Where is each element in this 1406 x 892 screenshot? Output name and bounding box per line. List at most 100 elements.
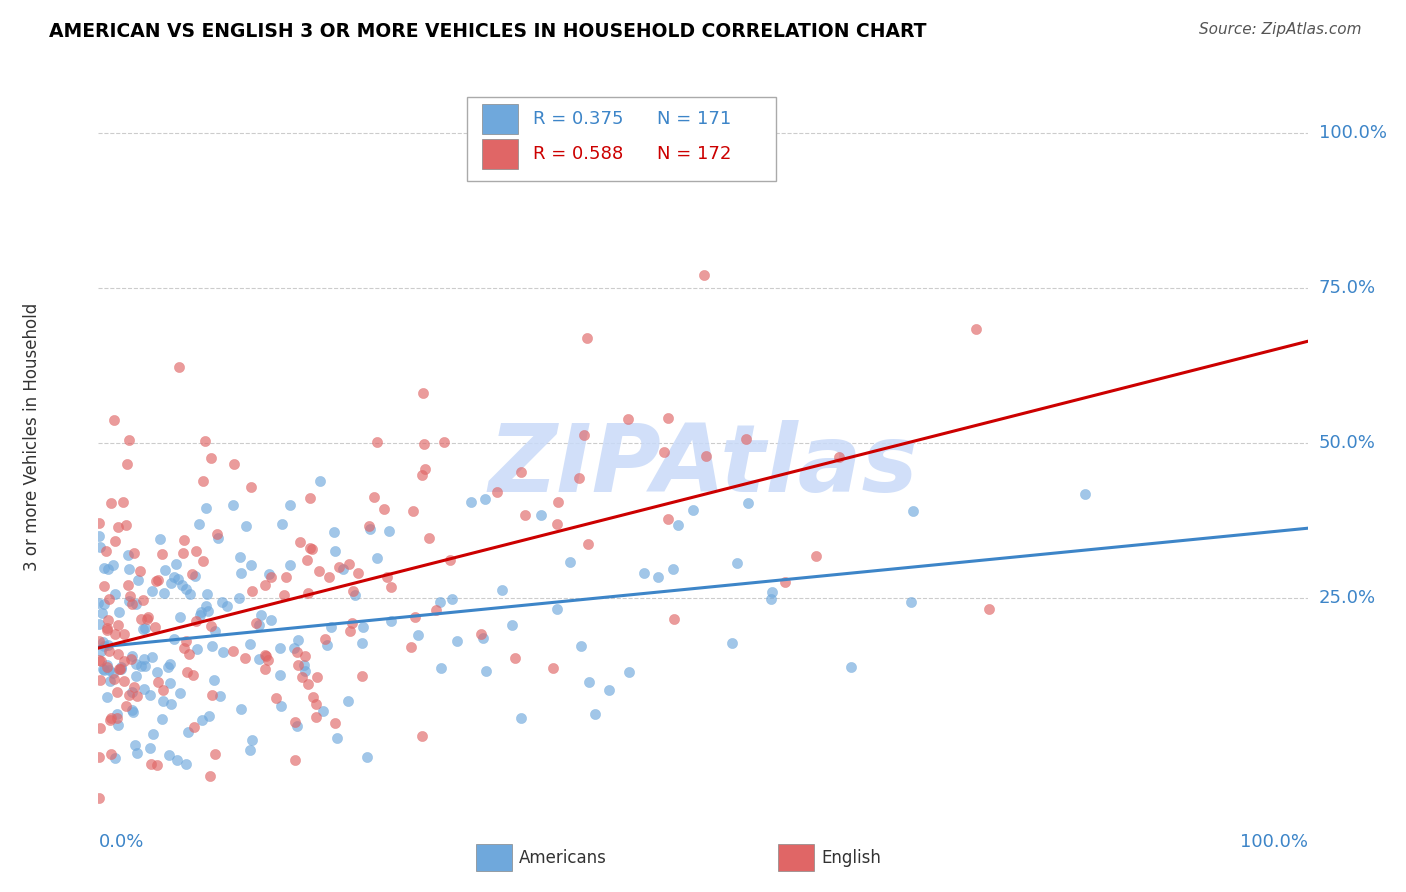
Point [100, 711, 122, 725]
Point [107, 618, 129, 632]
Point [228, 550, 250, 565]
Point [114, 699, 136, 714]
Point [217, 599, 239, 613]
Point [100, 496, 122, 510]
Point [721, 636, 744, 650]
Point [174, 582, 197, 596]
Point [501, 617, 523, 632]
Point [97, 613, 120, 627]
Point [107, 648, 129, 662]
Point [201, 688, 224, 702]
Point [399, 640, 422, 654]
Point [150, 712, 173, 726]
Point [274, 570, 297, 584]
Point [287, 657, 309, 672]
Point [134, 652, 156, 666]
Point [200, 619, 222, 633]
Bar [475, 845, 512, 871]
Point [231, 566, 253, 581]
Point [253, 648, 276, 663]
Point [735, 433, 758, 447]
Point [491, 583, 513, 598]
Point [965, 322, 987, 336]
Point [146, 758, 169, 772]
Point [108, 662, 131, 676]
Point [124, 738, 146, 752]
Point [93, 639, 115, 653]
Point [146, 665, 169, 680]
Point [118, 688, 141, 702]
Point [97, 562, 120, 576]
Point [222, 808, 245, 822]
Point [90, 654, 112, 668]
Point [366, 434, 388, 449]
Point [350, 669, 373, 683]
Point [298, 541, 321, 556]
Point [239, 637, 262, 651]
Point [460, 495, 482, 509]
Point [115, 517, 138, 532]
Point [184, 614, 207, 628]
Point [245, 616, 267, 631]
Point [475, 664, 498, 678]
Text: N = 171: N = 171 [657, 110, 731, 128]
Point [260, 570, 283, 584]
Point [93, 579, 115, 593]
Point [617, 665, 640, 680]
Point [411, 730, 433, 744]
Point [575, 331, 598, 345]
Point [569, 640, 592, 654]
Text: N = 172: N = 172 [657, 145, 731, 163]
Point [657, 411, 679, 425]
Point [356, 749, 378, 764]
Point [165, 557, 187, 571]
Point [412, 386, 434, 401]
Point [120, 652, 142, 666]
Point [254, 577, 277, 591]
Point [96, 621, 118, 635]
Point [695, 450, 717, 464]
Point [93, 561, 115, 575]
Point [105, 706, 128, 721]
Point [134, 621, 156, 635]
Point [87, 596, 110, 610]
Point [89, 790, 111, 805]
Point [197, 603, 219, 617]
Point [163, 570, 186, 584]
Point [312, 705, 335, 719]
Point [222, 644, 245, 658]
Point [107, 605, 129, 619]
Point [163, 632, 186, 647]
Point [156, 660, 179, 674]
Text: AMERICAN VS ENGLISH 3 OR MORE VEHICLES IN HOUSEHOLD CORRELATION CHART: AMERICAN VS ENGLISH 3 OR MORE VEHICLES I… [49, 22, 927, 41]
Point [139, 688, 162, 702]
Point [198, 808, 221, 822]
Point [211, 645, 233, 659]
Point [373, 501, 395, 516]
Point [177, 725, 200, 739]
Point [118, 561, 141, 575]
Text: 0.0%: 0.0% [98, 833, 143, 851]
Point [118, 589, 141, 603]
Point [167, 359, 190, 374]
Point [350, 636, 373, 650]
Text: 50.0%: 50.0% [1319, 434, 1375, 452]
Point [305, 710, 328, 724]
Point [340, 615, 363, 630]
Point [325, 715, 347, 730]
Point [110, 662, 132, 676]
Point [402, 504, 425, 518]
Point [142, 726, 165, 740]
Point [121, 648, 143, 663]
Point [104, 627, 127, 641]
Point [558, 555, 581, 569]
Point [195, 501, 218, 516]
Point [125, 669, 148, 683]
Point [125, 657, 148, 672]
Point [250, 608, 273, 623]
Point [284, 753, 307, 767]
Point [284, 715, 307, 730]
Point [308, 564, 330, 578]
Point [326, 731, 349, 746]
Point [159, 698, 181, 712]
